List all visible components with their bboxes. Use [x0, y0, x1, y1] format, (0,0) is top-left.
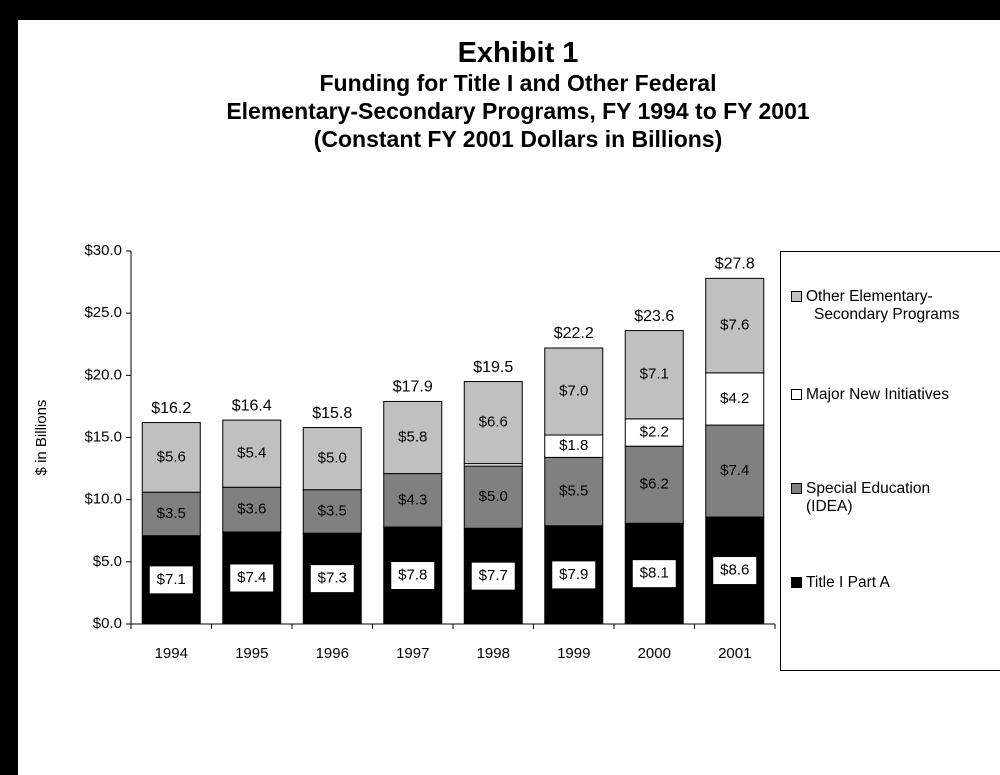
x-tick-label: 1998	[477, 645, 510, 662]
legend-swatch-other-programs	[791, 291, 802, 302]
data-label: $4.2	[720, 390, 749, 407]
legend-label-new-initiatives: Major New Initiatives	[806, 386, 949, 403]
total-label: $23.6	[634, 308, 674, 325]
bar-segment	[302, 427, 362, 491]
data-label: $5.0	[479, 488, 508, 505]
total-label: $27.8	[715, 256, 755, 273]
data-label: $5.4	[237, 445, 266, 462]
y-tick-label: $15.0	[84, 428, 122, 445]
exhibit-title: Exhibit 1	[457, 37, 579, 69]
y-axis-label: $ in Billions	[33, 400, 50, 476]
data-label-box	[309, 564, 355, 594]
x-tick-label: 1996	[316, 645, 349, 662]
title-line-2: Elementary-Secondary Programs, FY 1994 t…	[226, 98, 810, 124]
data-label-box	[551, 560, 597, 590]
legend-label-special-education-line2: (IDEA)	[806, 498, 853, 515]
chart-frame: Exhibit 1 Funding for Title I and Other …	[18, 20, 1000, 775]
data-label: $7.4	[720, 462, 749, 479]
bar-segment	[705, 424, 765, 518]
bar-segment	[544, 456, 604, 527]
total-label: $22.2	[554, 325, 594, 342]
x-tick-label: 2001	[718, 645, 751, 662]
data-label: $7.9	[559, 566, 588, 583]
legend: Other Elementary- Secondary Programs Maj…	[780, 251, 1000, 671]
data-label: $7.4	[237, 569, 266, 586]
data-label: $5.6	[157, 448, 186, 465]
bar-segment	[624, 418, 684, 447]
y-tick-label: $25.0	[84, 304, 122, 321]
y-tick-label: $0.0	[93, 615, 122, 632]
bar-segment	[624, 445, 684, 524]
data-label: $7.1	[157, 571, 186, 588]
data-label: $2.2	[640, 423, 669, 440]
y-tick-label: $20.0	[84, 366, 122, 383]
data-label: $3.5	[157, 505, 186, 522]
total-label: $15.8	[312, 405, 352, 422]
data-label: $6.6	[479, 414, 508, 431]
data-label: $7.8	[398, 566, 427, 583]
data-label: $1.8	[559, 437, 588, 454]
data-label: $8.6	[720, 562, 749, 579]
bar-segment	[141, 491, 201, 537]
bar-segment	[463, 465, 523, 529]
legend-item-special-education: Special Education (IDEA)	[791, 480, 996, 516]
bar-segment	[463, 381, 523, 465]
y-tick-label: $5.0	[93, 553, 122, 570]
chart-titles: Exhibit 1 Funding for Title I and Other …	[18, 37, 1000, 153]
bar-segment	[383, 473, 443, 528]
data-label: $3.6	[237, 501, 266, 518]
y-tick-label: $30.0	[84, 242, 122, 259]
legend-swatch-new-initiatives	[791, 389, 802, 400]
legend-item-title-i: Title I Part A	[791, 574, 996, 592]
data-label-box	[631, 559, 677, 589]
data-label: $5.8	[398, 428, 427, 445]
x-tick-label: 1999	[557, 645, 590, 662]
data-label: $8.1	[640, 565, 669, 582]
data-label-box	[712, 556, 758, 586]
total-label: $16.4	[232, 397, 272, 414]
legend-swatch-special-education	[791, 483, 802, 494]
legend-label-special-education-line1: Special Education	[806, 480, 931, 497]
data-label: $7.6	[720, 317, 749, 334]
y-tick-label: $10.0	[84, 491, 122, 508]
data-label: $3.5	[318, 502, 347, 519]
legend-label-other-programs-line2: Secondary Programs	[814, 306, 960, 323]
data-label: $7.1	[640, 366, 669, 383]
legend-swatch-title-i	[791, 577, 802, 588]
stacked-bar-chart: $0.0 $5.0 $10.0 $15.0 $20.0 $25.0 $30.0 $ in Bi…	[33, 242, 776, 662]
bar-segment	[705, 372, 765, 426]
data-label: $5.5	[559, 483, 588, 500]
data-label: $4.3	[398, 491, 427, 508]
data-label: $6.2	[640, 476, 669, 493]
bar-segment	[544, 347, 604, 436]
total-label: $17.9	[393, 379, 433, 396]
x-tick-label: 1997	[396, 645, 429, 662]
data-label: $7.0	[559, 382, 588, 399]
total-label: $16.2	[151, 400, 191, 417]
x-tick-label: 1995	[235, 645, 268, 662]
legend-item-new-initiatives: Major New Initiatives	[791, 386, 996, 404]
data-label: $5.0	[318, 450, 347, 467]
title-line-1: Funding for Title I and Other Federal	[319, 70, 717, 96]
data-label: $7.3	[318, 570, 347, 587]
legend-label-other-programs-line1: Other Elementary-	[806, 288, 933, 305]
data-label-box	[229, 563, 275, 593]
bar-segment	[302, 489, 362, 534]
data-label-box	[390, 561, 436, 591]
bar-segment	[705, 277, 765, 374]
title-line-3: (Constant FY 2001 Dollars in Billions)	[313, 126, 723, 152]
legend-item-other-programs: Other Elementary- Secondary Programs	[791, 288, 996, 324]
x-tick-label: 2000	[638, 645, 671, 662]
bar-segment	[222, 486, 282, 533]
bar-segment	[624, 330, 684, 420]
data-label-box	[148, 565, 194, 595]
data-label-box	[470, 561, 516, 591]
bar-segment	[383, 400, 443, 475]
x-tick-label: 1994	[155, 645, 188, 662]
bar-segment	[222, 419, 282, 488]
data-label: $7.7	[479, 567, 508, 584]
total-label: $19.5	[473, 359, 513, 376]
legend-label-title-i: Title I Part A	[806, 574, 890, 591]
bar-segment	[141, 422, 201, 493]
